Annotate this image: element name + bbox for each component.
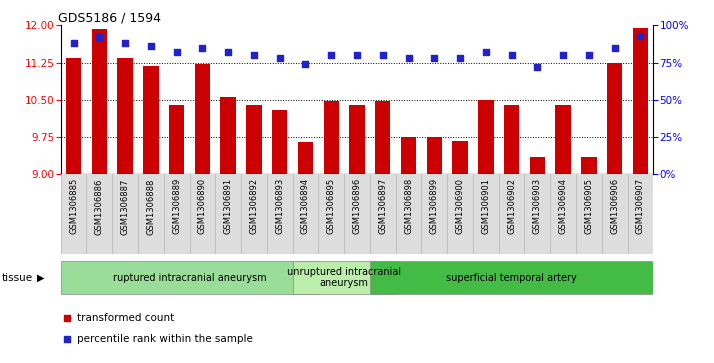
Text: superficial temporal artery: superficial temporal artery <box>446 273 577 283</box>
Point <box>61 336 72 342</box>
Bar <box>298 142 313 174</box>
Bar <box>530 157 545 174</box>
Point <box>248 52 260 58</box>
Text: GDS5186 / 1594: GDS5186 / 1594 <box>58 11 161 24</box>
Bar <box>370 261 653 294</box>
Point <box>351 52 363 58</box>
Bar <box>61 261 318 294</box>
Point <box>506 52 518 58</box>
Text: GSM1306903: GSM1306903 <box>533 178 542 234</box>
Bar <box>426 137 442 174</box>
Text: GSM1306896: GSM1306896 <box>353 178 361 234</box>
Bar <box>169 105 184 174</box>
Bar <box>246 105 261 174</box>
Point <box>558 52 569 58</box>
Text: GSM1306887: GSM1306887 <box>121 178 130 234</box>
Bar <box>504 105 519 174</box>
Text: tissue: tissue <box>1 273 33 283</box>
Text: ruptured intracranial aneurysm: ruptured intracranial aneurysm <box>113 273 266 283</box>
Point <box>454 55 466 61</box>
Text: ▶: ▶ <box>37 273 45 283</box>
Point <box>480 49 491 55</box>
Bar <box>323 101 339 174</box>
Bar <box>478 100 493 174</box>
Bar <box>195 64 210 174</box>
Point <box>61 315 72 321</box>
Text: GSM1306888: GSM1306888 <box>146 178 156 234</box>
Text: GSM1306895: GSM1306895 <box>327 178 336 234</box>
Text: GSM1306890: GSM1306890 <box>198 178 207 234</box>
Text: GSM1306885: GSM1306885 <box>69 178 78 234</box>
Text: GSM1306891: GSM1306891 <box>223 178 233 234</box>
Bar <box>401 137 416 174</box>
Text: GSM1306898: GSM1306898 <box>404 178 413 234</box>
Point <box>428 55 440 61</box>
Text: GSM1306897: GSM1306897 <box>378 178 387 234</box>
Point <box>171 49 182 55</box>
Bar <box>272 110 288 174</box>
Text: GSM1306902: GSM1306902 <box>507 178 516 234</box>
Point <box>532 64 543 70</box>
Text: GSM1306901: GSM1306901 <box>481 178 491 234</box>
Text: percentile rank within the sample: percentile rank within the sample <box>77 334 253 344</box>
Bar <box>91 29 107 174</box>
Point <box>196 45 208 51</box>
Text: transformed count: transformed count <box>77 313 174 323</box>
Point <box>609 45 620 51</box>
Point <box>583 52 595 58</box>
Bar <box>293 261 396 294</box>
Text: GSM1306905: GSM1306905 <box>584 178 593 234</box>
Bar <box>143 66 159 174</box>
Text: unruptured intracranial
aneurysm: unruptured intracranial aneurysm <box>287 267 401 289</box>
Text: GSM1306906: GSM1306906 <box>610 178 619 234</box>
Point <box>326 52 337 58</box>
Point <box>119 40 131 46</box>
Text: GSM1306893: GSM1306893 <box>275 178 284 234</box>
Point <box>145 43 156 49</box>
Point <box>274 55 286 61</box>
Point <box>223 49 234 55</box>
Bar <box>66 58 81 174</box>
Bar <box>453 140 468 174</box>
Point <box>377 52 388 58</box>
Bar <box>633 28 648 174</box>
Bar <box>581 157 597 174</box>
Text: GSM1306892: GSM1306892 <box>249 178 258 234</box>
Bar <box>607 62 623 174</box>
Point <box>94 34 105 40</box>
Text: GSM1306899: GSM1306899 <box>430 178 439 234</box>
Text: GSM1306900: GSM1306900 <box>456 178 465 234</box>
Point <box>300 61 311 67</box>
Text: GSM1306886: GSM1306886 <box>95 178 104 234</box>
Bar <box>349 105 365 174</box>
Text: GSM1306889: GSM1306889 <box>172 178 181 234</box>
Point <box>403 55 414 61</box>
Bar <box>221 97 236 174</box>
Text: GSM1306907: GSM1306907 <box>636 178 645 234</box>
Bar <box>375 101 391 174</box>
Text: GSM1306894: GSM1306894 <box>301 178 310 234</box>
Point <box>635 33 646 39</box>
Text: GSM1306904: GSM1306904 <box>558 178 568 234</box>
Point <box>68 40 79 46</box>
Bar <box>555 105 571 174</box>
Bar <box>117 58 133 174</box>
